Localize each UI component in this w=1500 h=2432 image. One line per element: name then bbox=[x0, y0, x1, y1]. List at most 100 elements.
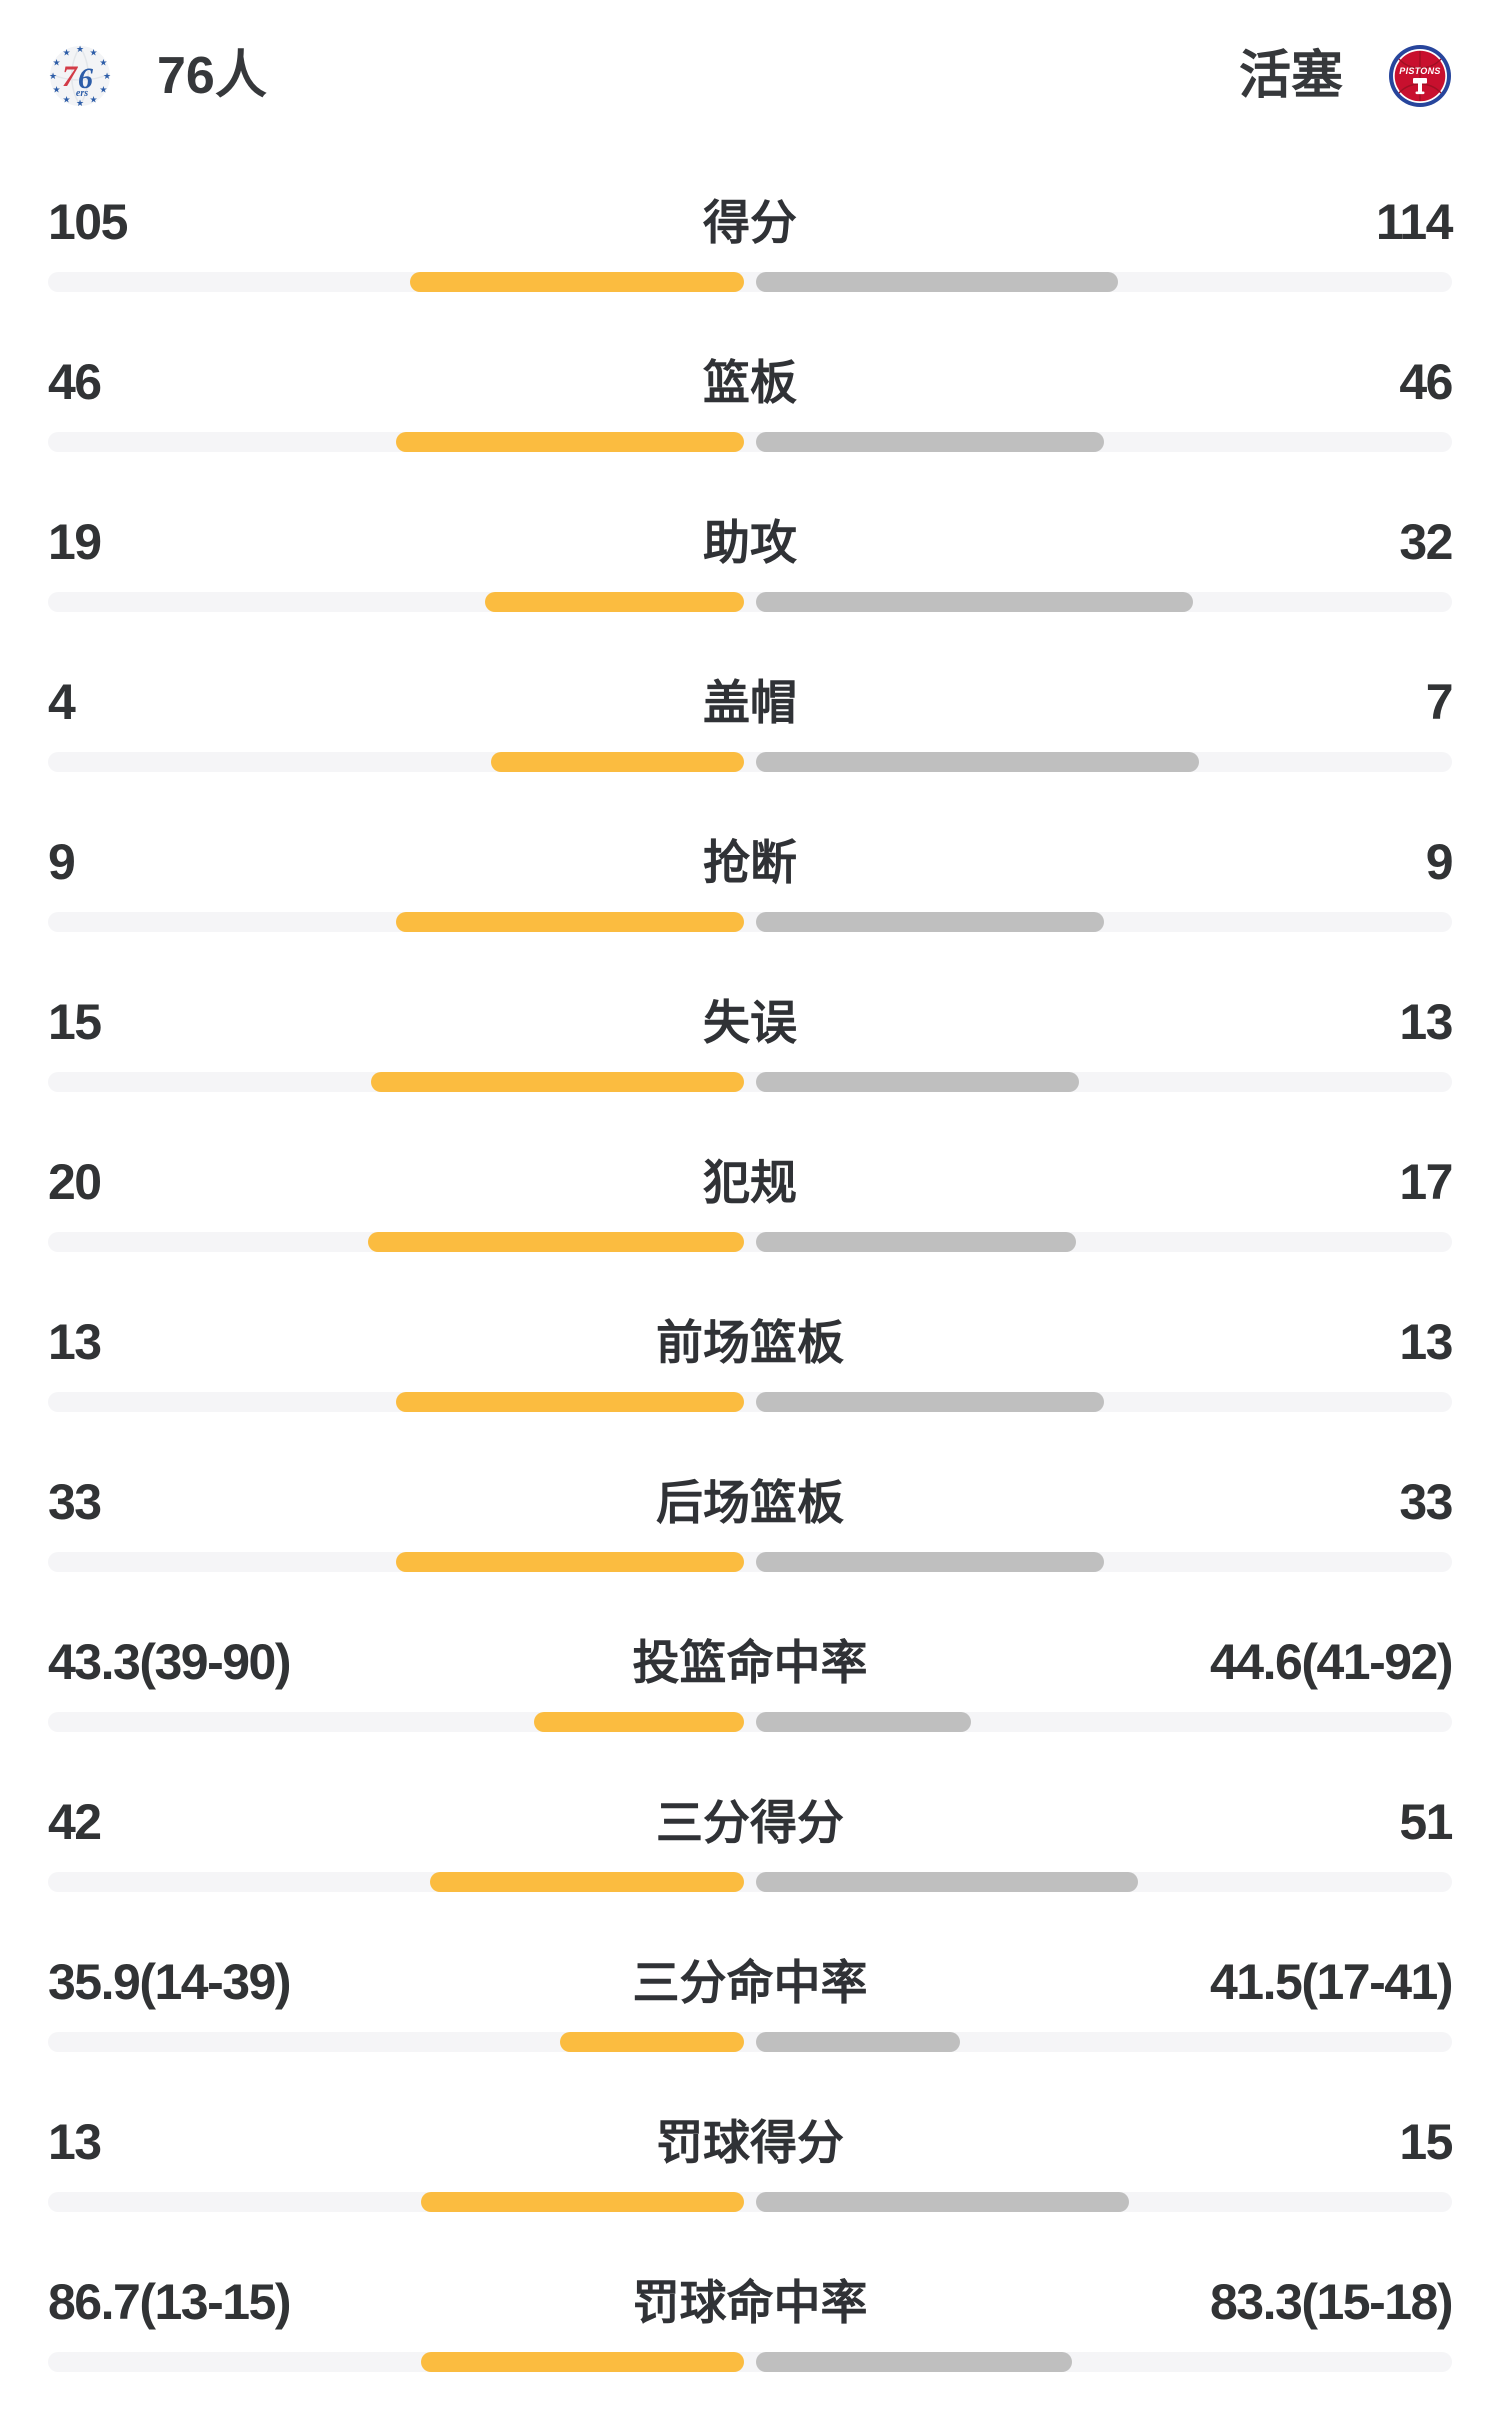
stat-label: 三分命中率 bbox=[632, 1956, 868, 2009]
stat-row: 43.3(39-90) 投篮命中率 44.6(41-92) bbox=[48, 1632, 1454, 1792]
stat-bar-track bbox=[48, 2032, 1452, 2052]
stat-row: 4 盖帽 7 bbox=[48, 672, 1454, 832]
stat-row: 46 篮板 46 bbox=[48, 352, 1453, 512]
stat-value-left: 9 bbox=[48, 834, 76, 890]
stat-bar-track bbox=[48, 1232, 1452, 1252]
team-left: ★ ★ ★ ★ ★ ★ ★ ★ ★ ★ ★ ★ 7 6 ers 76人 bbox=[48, 44, 267, 108]
stat-label: 助攻 bbox=[703, 516, 797, 569]
stat-row: 42 三分得分 51 bbox=[48, 1792, 1453, 1952]
svg-text:★: ★ bbox=[99, 86, 107, 96]
sixers-logo-icon: ★★★ ★★★ ★★★ ★ ★★ 7 6 ers bbox=[49, 45, 111, 108]
stat-row: 86.7(13-15) 罚球命中率 83.3(15-18) bbox=[48, 2272, 1454, 2432]
stat-bar-track bbox=[48, 2192, 1452, 2212]
stat-bar-track bbox=[48, 752, 1452, 772]
stat-bar-right bbox=[756, 2352, 1073, 2372]
stat-bar-track bbox=[48, 2352, 1452, 2372]
stat-label: 得分 bbox=[703, 196, 797, 249]
stat-value-left: 19 bbox=[48, 514, 102, 570]
stat-bar-right bbox=[756, 2032, 961, 2052]
stat-value-right: 15 bbox=[1399, 2114, 1453, 2170]
stat-label: 犯规 bbox=[703, 1156, 797, 1209]
stat-bar-right bbox=[756, 272, 1119, 292]
stat-bar-left bbox=[371, 1072, 744, 1092]
stat-bar-right bbox=[756, 752, 1199, 772]
stat-bar-left bbox=[484, 592, 744, 612]
stat-label: 失误 bbox=[703, 996, 797, 1049]
stat-value-right: 9 bbox=[1425, 834, 1454, 890]
stat-value-right: 32 bbox=[1399, 514, 1453, 570]
stat-bar-right bbox=[756, 1392, 1104, 1412]
stat-label: 盖帽 bbox=[703, 676, 797, 729]
stat-row: 35.9(14-39) 三分命中率 41.5(17-41) bbox=[48, 1952, 1454, 2112]
stat-value-left: 35.9(14-39) bbox=[48, 1954, 292, 2010]
stats-list: 105 得分 114 46 篮板 46 19 助攻 32 4 盖帽 7 9 抢断 9 15 失误 13 20 犯规 17… bbox=[48, 192, 1454, 2432]
stat-bar-right bbox=[756, 1232, 1076, 1252]
stat-row: 19 助攻 32 bbox=[48, 512, 1453, 672]
stat-value-left: 33 bbox=[48, 1474, 102, 1530]
svg-text:★: ★ bbox=[49, 72, 57, 82]
stat-bar-track bbox=[48, 592, 1452, 612]
stat-bar-track bbox=[48, 1072, 1452, 1092]
stat-bar-track bbox=[48, 1712, 1452, 1732]
team-left-name: 76人 bbox=[157, 47, 267, 105]
stat-value-right: 13 bbox=[1399, 1314, 1453, 1370]
stat-row: 105 得分 114 bbox=[48, 192, 1454, 352]
team-right-name: 活塞 bbox=[1238, 47, 1343, 105]
stat-value-left: 13 bbox=[48, 2114, 102, 2170]
stat-bar-track bbox=[48, 1392, 1452, 1412]
stat-value-right: 46 bbox=[1399, 354, 1453, 410]
stat-bar-left bbox=[420, 2352, 744, 2372]
svg-text:★: ★ bbox=[62, 49, 70, 59]
svg-text:★: ★ bbox=[89, 49, 97, 59]
stat-row: 33 后场篮板 33 bbox=[48, 1472, 1453, 1632]
stat-value-left: 42 bbox=[48, 1794, 102, 1850]
stat-value-left: 86.7(13-15) bbox=[48, 2274, 292, 2330]
stat-row: 15 失误 13 bbox=[48, 992, 1453, 1152]
svg-text:★: ★ bbox=[89, 95, 97, 105]
team-right: 活塞 PISTONS bbox=[1239, 44, 1452, 108]
stat-bar-left bbox=[560, 2032, 744, 2052]
svg-text:★: ★ bbox=[53, 59, 61, 69]
stat-bar-right bbox=[756, 1712, 971, 1732]
stat-value-left: 43.3(39-90) bbox=[48, 1634, 292, 1690]
stat-bar-left bbox=[533, 1712, 744, 1732]
stat-row: 9 抢断 9 bbox=[48, 832, 1454, 992]
stat-bar-left bbox=[490, 752, 744, 772]
stat-label: 篮板 bbox=[703, 356, 797, 409]
stat-value-right: 41.5(17-41) bbox=[1210, 1954, 1454, 2010]
stat-value-left: 46 bbox=[48, 354, 102, 410]
stat-bar-left bbox=[410, 272, 744, 292]
svg-text:★: ★ bbox=[99, 59, 107, 69]
svg-text:★: ★ bbox=[103, 72, 111, 82]
stat-value-left: 105 bbox=[48, 194, 128, 250]
stat-value-left: 15 bbox=[48, 994, 102, 1050]
stat-bar-left bbox=[396, 912, 744, 932]
stat-value-left: 4 bbox=[48, 674, 76, 730]
stat-row: 13 前场篮板 13 bbox=[48, 1312, 1453, 1472]
stat-bar-track bbox=[48, 912, 1452, 932]
svg-text:PISTONS: PISTONS bbox=[1399, 66, 1440, 76]
svg-text:★: ★ bbox=[76, 45, 84, 55]
stat-value-right: 13 bbox=[1399, 994, 1453, 1050]
stat-value-right: 51 bbox=[1399, 1794, 1453, 1850]
stat-label: 抢断 bbox=[703, 836, 797, 889]
svg-text:★: ★ bbox=[53, 86, 61, 96]
stat-bar-left bbox=[396, 432, 744, 452]
stat-value-right: 44.6(41-92) bbox=[1210, 1634, 1454, 1690]
stat-bar-track bbox=[48, 432, 1452, 452]
stat-bar-left bbox=[420, 2192, 744, 2212]
stat-bar-track bbox=[48, 1552, 1452, 1572]
stat-label: 罚球得分 bbox=[656, 2116, 844, 2169]
stat-value-left: 13 bbox=[48, 1314, 102, 1370]
team-header: ★ ★ ★ ★ ★ ★ ★ ★ ★ ★ ★ ★ 7 6 ers 76人 活塞 bbox=[0, 0, 1500, 192]
stat-bar-track bbox=[48, 272, 1452, 292]
stat-label: 后场篮板 bbox=[656, 1476, 844, 1529]
stat-label: 前场篮板 bbox=[656, 1316, 844, 1369]
stat-bar-left bbox=[396, 1552, 744, 1572]
svg-text:7: 7 bbox=[62, 60, 78, 93]
svg-text:★: ★ bbox=[62, 95, 70, 105]
stat-row: 20 犯规 17 bbox=[48, 1152, 1453, 1312]
stat-value-right: 17 bbox=[1399, 1154, 1453, 1210]
svg-text:6: 6 bbox=[78, 62, 93, 95]
